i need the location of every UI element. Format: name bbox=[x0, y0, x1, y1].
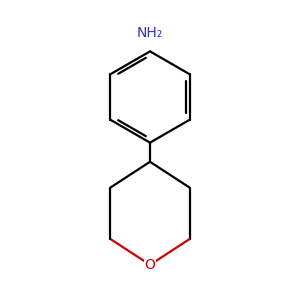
Text: O: O bbox=[145, 258, 155, 272]
Text: NH₂: NH₂ bbox=[137, 26, 163, 40]
